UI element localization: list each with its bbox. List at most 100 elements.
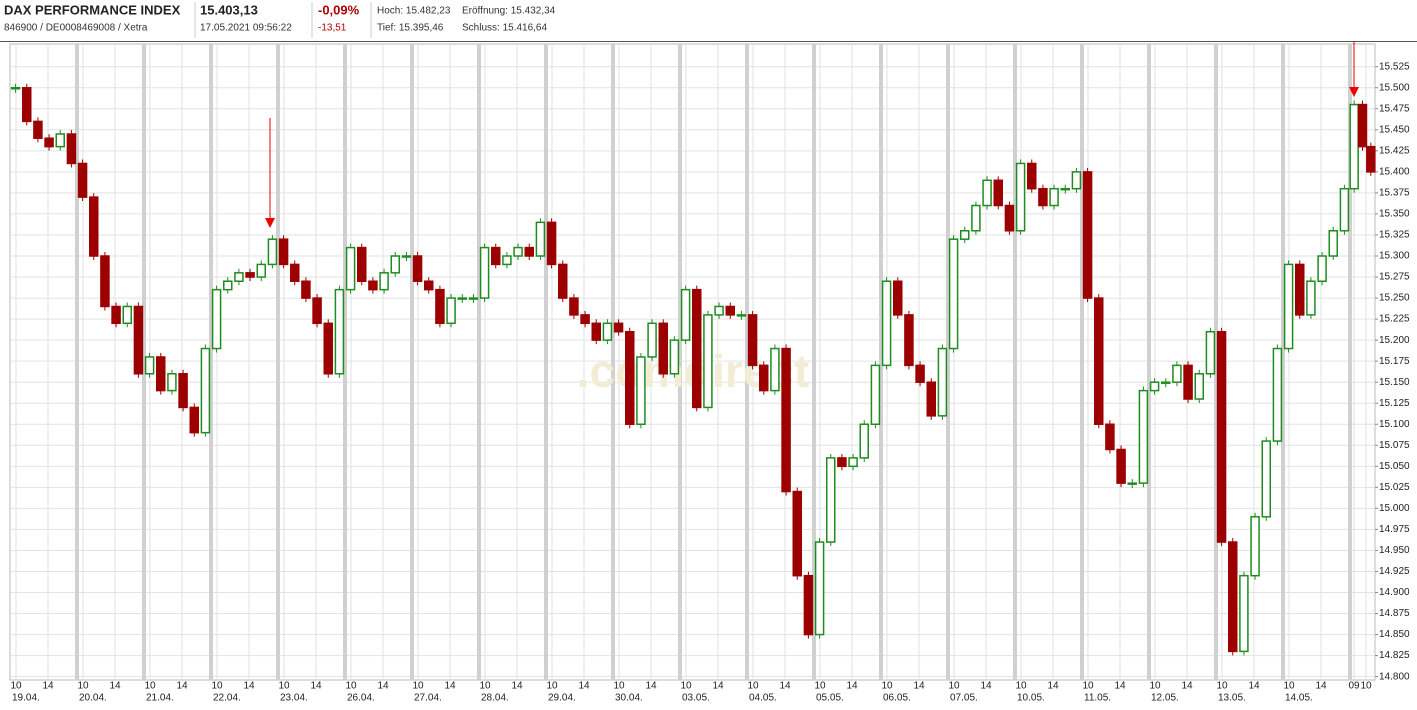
candle-body bbox=[468, 297, 479, 300]
y-tick-label: 15.150 bbox=[1379, 377, 1410, 388]
candle-body bbox=[1071, 171, 1082, 190]
candle-body bbox=[625, 330, 635, 426]
y-tick-label: 15.250 bbox=[1379, 293, 1410, 304]
high: Hoch: 15.482,23 bbox=[377, 6, 451, 17]
candle-body bbox=[926, 381, 936, 417]
candle-body bbox=[144, 356, 155, 375]
x-tick-label: 10 bbox=[211, 681, 223, 692]
candle-body bbox=[982, 179, 992, 207]
x-tick-label: 14 bbox=[511, 681, 523, 692]
x-date-label: 03.05. bbox=[682, 693, 710, 704]
x-date-label: 12.05. bbox=[1151, 693, 1179, 704]
candle-body bbox=[1161, 381, 1171, 384]
candle-body bbox=[669, 339, 680, 375]
x-tick-label: 14 bbox=[779, 681, 791, 692]
candle-body bbox=[1194, 373, 1204, 400]
candle-body bbox=[66, 133, 77, 165]
x-tick-label: 10 bbox=[144, 681, 156, 692]
candle-body bbox=[1127, 482, 1137, 485]
candle-body bbox=[167, 373, 177, 392]
candle-body bbox=[971, 204, 981, 232]
y-tick-label: 15.225 bbox=[1379, 314, 1410, 325]
x-date-label: 14.05. bbox=[1285, 693, 1313, 704]
candle-body bbox=[859, 423, 869, 459]
x-tick-label: 14 bbox=[913, 681, 925, 692]
y-tick-label: 15.000 bbox=[1379, 503, 1410, 514]
candle-body bbox=[1049, 187, 1059, 207]
x-tick-label: 09 bbox=[1348, 681, 1360, 692]
candle-body bbox=[680, 288, 691, 341]
x-tick-label: 14 bbox=[645, 681, 657, 692]
subtitle: 846900 / DE0008469008 / Xetra bbox=[4, 23, 148, 34]
candle-body bbox=[658, 322, 668, 375]
candle-body bbox=[770, 347, 780, 392]
candle-body bbox=[692, 288, 702, 409]
candle-body bbox=[200, 347, 211, 434]
y-tick-label: 14.950 bbox=[1379, 545, 1410, 556]
y-tick-label: 14.825 bbox=[1379, 650, 1410, 661]
candle-body bbox=[1138, 389, 1149, 484]
candle-body bbox=[122, 305, 132, 325]
y-tick-label: 15.025 bbox=[1379, 482, 1410, 493]
candle-body bbox=[1239, 574, 1249, 653]
candle-body bbox=[178, 373, 188, 409]
y-tick-label: 15.475 bbox=[1379, 103, 1410, 114]
y-tick-label: 15.200 bbox=[1379, 335, 1410, 346]
candle-body bbox=[870, 364, 881, 426]
candle-body bbox=[1149, 381, 1160, 392]
candle-body bbox=[546, 221, 557, 266]
y-tick-label: 15.450 bbox=[1379, 124, 1410, 135]
candle-body bbox=[993, 179, 1003, 207]
candle-body bbox=[1306, 280, 1316, 316]
candle-body bbox=[1366, 145, 1376, 173]
candle-body bbox=[1038, 187, 1048, 207]
y-tick-label: 15.425 bbox=[1379, 145, 1410, 156]
candle-body bbox=[781, 347, 791, 493]
candle-body bbox=[446, 297, 456, 325]
candle-body bbox=[10, 86, 21, 90]
x-tick-label: 10 bbox=[546, 681, 558, 692]
candle-body bbox=[22, 86, 32, 123]
candle-body bbox=[1183, 364, 1193, 400]
x-tick-label: 14 bbox=[1047, 681, 1059, 692]
x-tick-label: 10 bbox=[1149, 681, 1161, 692]
candle-body bbox=[256, 263, 266, 278]
candle-body bbox=[1317, 255, 1327, 282]
y-tick-label: 15.125 bbox=[1379, 398, 1410, 409]
candle-body bbox=[1295, 263, 1305, 316]
x-tick-label: 10 bbox=[1015, 681, 1027, 692]
candle-body bbox=[792, 490, 802, 577]
candle-body bbox=[814, 541, 825, 636]
candle-body bbox=[1228, 541, 1238, 653]
annotation-arrowhead bbox=[1349, 87, 1359, 97]
y-tick-label: 15.525 bbox=[1379, 61, 1410, 72]
x-tick-label: 14 bbox=[1181, 681, 1193, 692]
candle-body bbox=[881, 280, 892, 367]
candle-body bbox=[1105, 423, 1115, 451]
x-tick-label: 14 bbox=[42, 681, 54, 692]
candle-body bbox=[502, 255, 512, 266]
x-date-label: 04.05. bbox=[749, 693, 777, 704]
x-tick-label: 10 bbox=[1216, 681, 1228, 692]
candle-body bbox=[44, 137, 54, 148]
x-date-label: 26.04. bbox=[347, 693, 375, 704]
candle-body bbox=[915, 364, 925, 383]
candle-body bbox=[960, 230, 970, 240]
candle-body bbox=[368, 280, 378, 291]
candle-body bbox=[1116, 448, 1126, 484]
x-tick-label: 10 bbox=[278, 681, 290, 692]
candle-body bbox=[312, 297, 322, 325]
candle-body bbox=[401, 255, 412, 258]
candle-body bbox=[803, 574, 814, 636]
x-tick-label: 10 bbox=[948, 681, 960, 692]
candle-body bbox=[1004, 204, 1015, 232]
candle-body bbox=[457, 297, 467, 300]
x-date-label: 22.04. bbox=[213, 693, 241, 704]
x-date-label: 21.04. bbox=[146, 693, 174, 704]
candle-body bbox=[1216, 330, 1227, 543]
y-tick-label: 15.300 bbox=[1379, 251, 1410, 262]
x-date-label: 13.05. bbox=[1218, 693, 1246, 704]
x-date-label: 10.05. bbox=[1017, 693, 1045, 704]
candle-body bbox=[1027, 162, 1037, 190]
